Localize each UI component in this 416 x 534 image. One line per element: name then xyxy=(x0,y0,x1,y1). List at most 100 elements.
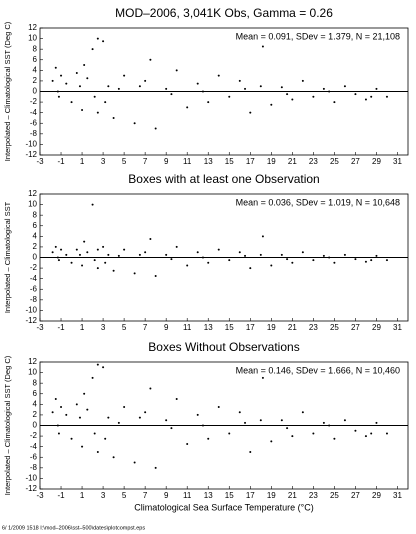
y-axis-label: Interpolated – Climatological SST xyxy=(3,201,12,313)
point xyxy=(238,251,241,254)
x-tick-label: -1 xyxy=(57,157,65,166)
point xyxy=(78,416,81,419)
point xyxy=(51,251,54,254)
point xyxy=(261,45,264,48)
point xyxy=(201,90,204,93)
point xyxy=(301,411,304,414)
x-tick-label: 1 xyxy=(80,491,85,500)
point xyxy=(217,74,220,77)
x-tick-label: 19 xyxy=(267,157,276,166)
point xyxy=(364,260,367,263)
point xyxy=(291,435,294,438)
y-tick-label: 12 xyxy=(28,357,37,366)
y-tick-label: -12 xyxy=(25,316,37,325)
y-tick-label: -8 xyxy=(30,463,38,472)
point xyxy=(238,411,241,414)
point xyxy=(259,419,262,422)
x-tick-label: -3 xyxy=(36,323,44,332)
y-tick-label: -12 xyxy=(25,150,37,159)
x-tick-label: 11 xyxy=(183,491,192,500)
point xyxy=(286,427,289,430)
point xyxy=(138,416,141,419)
chart-title: Boxes with at least one Observation xyxy=(128,172,319,186)
point xyxy=(123,405,126,408)
point xyxy=(354,258,357,261)
point xyxy=(170,427,173,430)
x-tick-label: -1 xyxy=(57,491,65,500)
point xyxy=(370,259,373,262)
point xyxy=(65,413,68,416)
x-tick-label: 17 xyxy=(246,323,255,332)
point xyxy=(370,432,373,435)
point xyxy=(123,74,126,77)
point xyxy=(375,421,378,424)
point xyxy=(117,254,120,257)
point xyxy=(328,256,331,259)
x-tick-label: 31 xyxy=(393,491,402,500)
point xyxy=(117,421,120,424)
annotation: Mean = 0.036, SDev = 1.019, N = 10,648 xyxy=(236,197,400,207)
y-tick-label: -4 xyxy=(30,274,38,283)
point xyxy=(133,272,136,275)
x-tick-label: 29 xyxy=(372,323,381,332)
x-tick-label: 13 xyxy=(204,491,213,500)
x-tick-label: 29 xyxy=(372,491,381,500)
x-tick-label: 27 xyxy=(351,323,360,332)
x-tick-label: 7 xyxy=(143,491,148,500)
point xyxy=(364,435,367,438)
y-tick-label: 4 xyxy=(33,65,38,74)
point xyxy=(83,392,86,395)
y-tick-label: -6 xyxy=(30,452,38,461)
point xyxy=(259,85,262,88)
point xyxy=(104,437,107,440)
x-tick-label: 13 xyxy=(204,323,213,332)
y-tick-label: 12 xyxy=(28,189,37,198)
point xyxy=(91,48,94,51)
point xyxy=(259,253,262,256)
point xyxy=(133,122,136,125)
x-tick-label: 23 xyxy=(309,157,318,166)
point xyxy=(75,403,78,406)
x-tick-label: 25 xyxy=(330,491,339,500)
x-tick-label: -1 xyxy=(57,323,65,332)
point xyxy=(333,261,336,264)
point xyxy=(96,267,99,270)
point xyxy=(175,69,178,72)
point xyxy=(93,259,96,262)
y-tick-label: -10 xyxy=(25,306,37,315)
x-tick-label: 3 xyxy=(101,157,106,166)
y-tick-label: 0 xyxy=(33,421,38,430)
x-tick-label: 9 xyxy=(164,491,169,500)
x-tick-label: 7 xyxy=(143,157,148,166)
point xyxy=(91,376,94,379)
point xyxy=(65,82,68,85)
point xyxy=(207,101,210,104)
footer: 6/ 1/2009 1518 I:\mod–2006\sst–500\dates… xyxy=(2,525,145,531)
point xyxy=(165,253,168,256)
x-tick-label: 1 xyxy=(80,323,85,332)
point xyxy=(375,254,378,257)
y-tick-label: 6 xyxy=(33,55,38,64)
y-axis-label: Interpolated – Climatological SST (Deg C… xyxy=(3,355,12,495)
point xyxy=(107,253,110,256)
point xyxy=(322,421,325,424)
x-tick-label: 17 xyxy=(246,157,255,166)
chart-title: Boxes Without Observations xyxy=(148,340,299,354)
annotation: Mean = 0.091, SDev = 1.379, N = 21,108 xyxy=(236,31,400,41)
point xyxy=(228,259,231,262)
y-tick-label: -6 xyxy=(30,284,38,293)
point xyxy=(280,253,283,256)
point xyxy=(312,432,315,435)
point xyxy=(207,437,210,440)
point xyxy=(102,40,105,43)
point xyxy=(138,253,141,256)
point xyxy=(385,259,388,262)
point xyxy=(217,405,220,408)
point xyxy=(107,416,110,419)
point xyxy=(154,466,157,469)
x-tick-label: 31 xyxy=(393,157,402,166)
x-tick-label: 3 xyxy=(101,491,106,500)
point xyxy=(201,256,204,259)
x-tick-label: 5 xyxy=(122,323,127,332)
